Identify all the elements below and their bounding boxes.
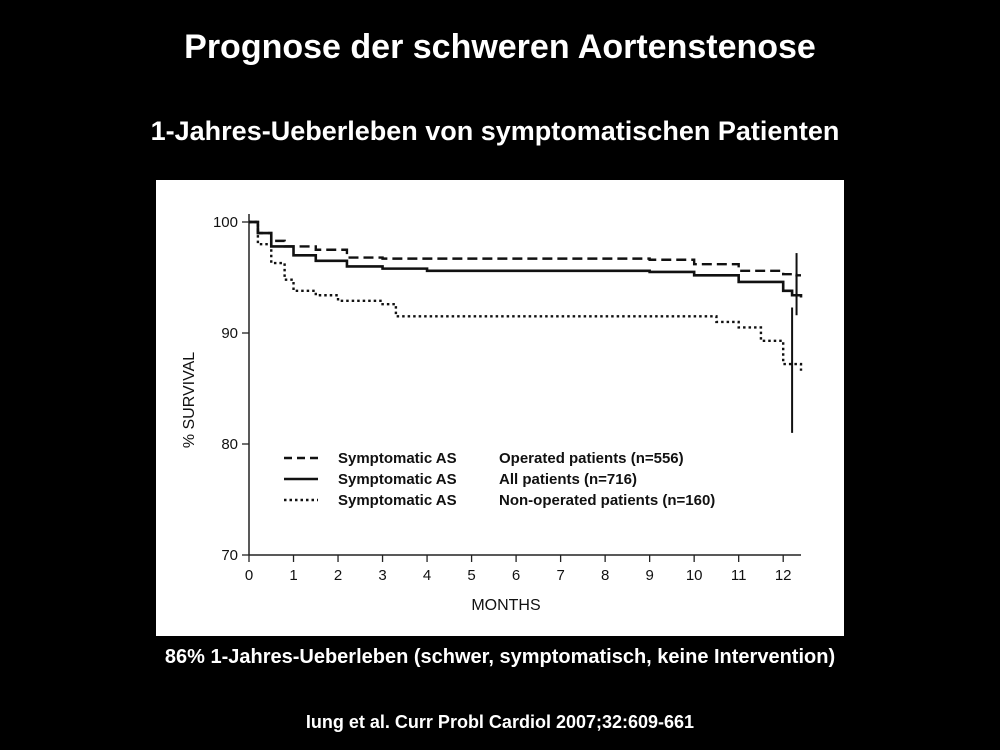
x-tick-label: 0 — [245, 567, 253, 584]
y-tick-label: 90 — [221, 325, 238, 342]
x-tick-label: 10 — [686, 567, 703, 584]
series-line-dashed — [249, 220, 801, 277]
citation: Iung et al. Curr Probl Cardiol 2007;32:6… — [305, 712, 695, 732]
y-tick-label: 80 — [221, 436, 238, 453]
x-tick-label: 7 — [556, 567, 564, 584]
x-tick-label: 5 — [467, 567, 475, 584]
survival-chart-panel: 0 1 2 3 4 5 6 7 8 9 10 11 12 70 80 90 100 Symptomatic AS… — [156, 180, 844, 636]
legend-series-label: All patients (n=716) — [499, 471, 637, 488]
x-tick-label: 3 — [378, 567, 386, 584]
legend-group-label: Symptomatic AS — [338, 471, 457, 488]
legend-series-label: Operated patients (n=556) — [499, 450, 684, 467]
legend-group-label: Symptomatic AS — [338, 492, 457, 509]
summary-statement: 86% 1-Jahres-Ueberleben (schwer, symptom… — [164, 646, 836, 668]
x-tick-label: 1 — [289, 567, 297, 584]
x-axis-label: MONTHS — [471, 597, 540, 614]
x-tick-label: 9 — [645, 567, 653, 584]
y-axis-label: % SURVIVAL — [181, 352, 198, 448]
slide-subtitle: 1-Jahres-Ueberleben von symptomatischen … — [150, 116, 840, 146]
legend-group-label: Symptomatic AS — [338, 450, 457, 467]
series-line-dotted — [249, 220, 803, 371]
x-tick-label: 11 — [731, 567, 747, 584]
slide-title: Prognose der schweren Aortenstenose — [184, 28, 816, 66]
x-tick-label: 8 — [601, 567, 609, 584]
x-tick-label: 12 — [775, 567, 792, 584]
y-tick-label: 100 — [213, 214, 238, 231]
chart-legend: Symptomatic AS Operated patients (n=556) S… — [284, 450, 715, 509]
series-line-solid — [249, 220, 803, 298]
x-tick-label: 6 — [512, 567, 520, 584]
y-tick-label: 70 — [221, 547, 238, 564]
legend-series-label: Non-operated patients (n=160) — [499, 492, 715, 509]
chart-series — [249, 220, 803, 433]
x-tick-label: 4 — [423, 567, 431, 584]
x-tick-label: 2 — [334, 567, 342, 584]
